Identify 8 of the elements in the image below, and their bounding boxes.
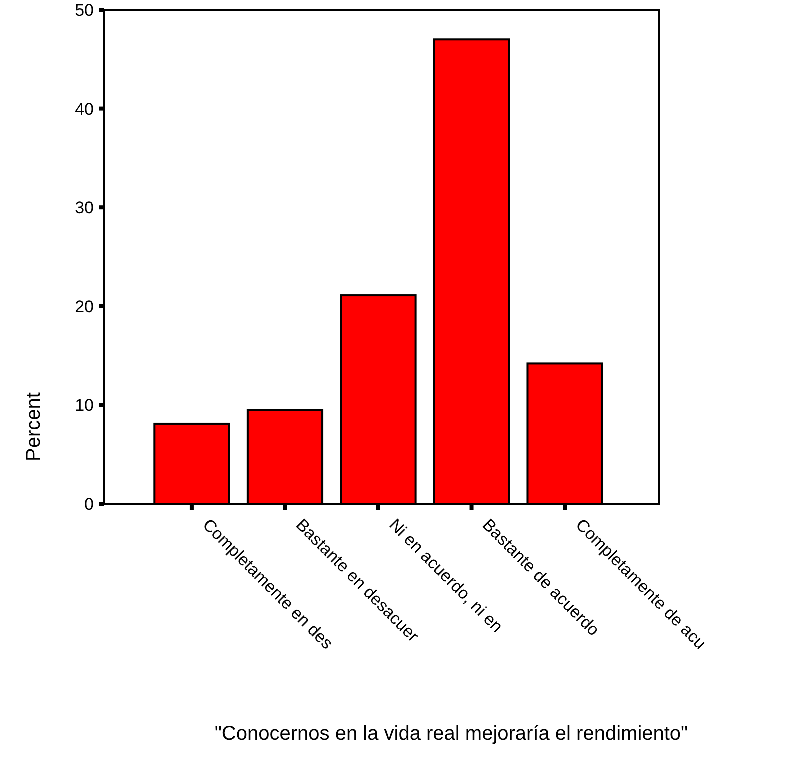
y-tick-label: 20 bbox=[75, 297, 94, 316]
x-axis-title: "Conocernos en la vida real mejoraría el rendimiento" bbox=[214, 723, 688, 745]
y-tick-label: 10 bbox=[75, 396, 94, 416]
y-tick-label: 50 bbox=[75, 0, 94, 20]
y-tick-label: 30 bbox=[75, 198, 94, 218]
y-axis-title: Percent bbox=[23, 392, 45, 462]
y-tick-label: 40 bbox=[75, 100, 94, 119]
y-tick-label: 0 bbox=[84, 494, 94, 514]
